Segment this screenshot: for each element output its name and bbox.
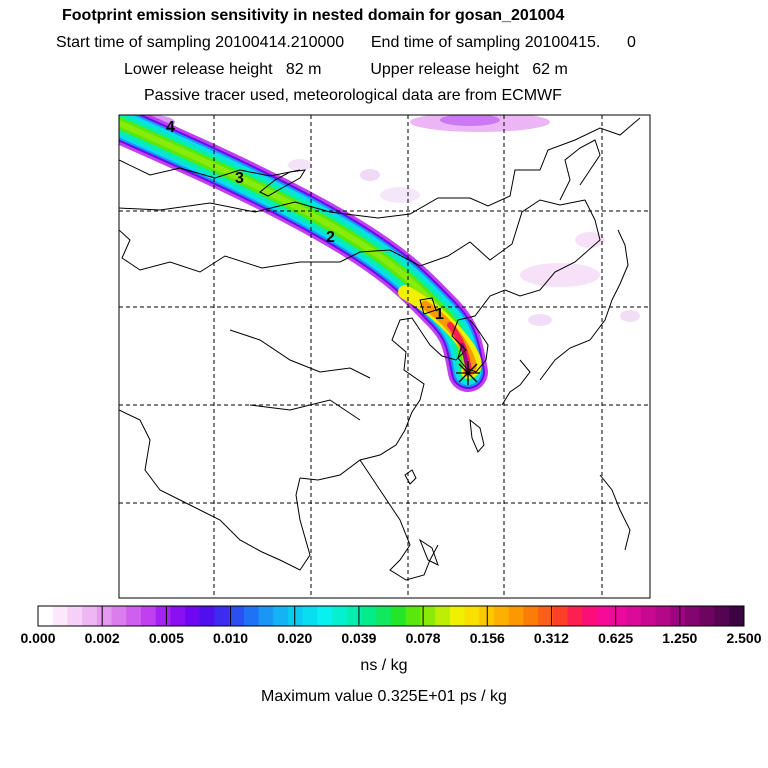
colorbar-tick-label: 0.625	[598, 630, 633, 646]
colorbar-swatch	[699, 606, 716, 626]
plot-title: Footprint emission sensitivity in nested…	[62, 7, 565, 24]
colorbar-swatch	[38, 606, 54, 626]
colorbar-swatch	[361, 606, 377, 626]
day-marker-1: 1	[435, 306, 444, 323]
colorbar-swatch	[346, 606, 363, 626]
coastlines-and-borders	[119, 117, 641, 581]
footprint-plume	[119, 115, 488, 392]
colorbar-swatch	[82, 606, 98, 626]
colorbar-swatch	[170, 606, 186, 626]
colorbar-tick-label: 1.250	[662, 630, 697, 646]
colorbar-swatch	[420, 606, 436, 626]
colorbar-swatch	[626, 606, 642, 626]
colorbar-swatch	[405, 606, 421, 626]
colorbar-swatch	[302, 606, 318, 626]
colorbar-tick-label: 0.078	[406, 630, 441, 646]
colorbar-swatch	[508, 606, 524, 626]
colorbar-swatch	[596, 606, 613, 626]
colorbar-swatch	[552, 606, 568, 626]
map-frame	[118, 114, 651, 599]
colorbar-tick-label: 0.039	[341, 630, 376, 646]
colorbar-tick-label: 0.020	[277, 630, 312, 646]
colorbar-swatch	[714, 606, 730, 626]
colorbar-swatch	[111, 606, 127, 626]
colorbar-swatch	[229, 606, 245, 626]
colorbar-units: ns / kg	[360, 657, 408, 674]
day-marker-3: 3	[235, 170, 244, 187]
colorbar-swatch	[140, 606, 157, 626]
colorbar-swatch	[670, 606, 686, 626]
colorbar-swatch	[317, 606, 333, 626]
colorbar-swatch	[52, 606, 68, 626]
maximum-value-label: Maximum value 0.325E+01 ps / kg	[261, 688, 507, 705]
receptor-star-icon	[456, 361, 480, 385]
release-height-line: Lower release height 82 m Upper release …	[124, 61, 568, 78]
day-marker-4: 4	[166, 119, 175, 136]
colorbar-swatch	[332, 606, 348, 626]
colorbar-swatch	[288, 606, 304, 626]
colorbar-tick-label: 0.010	[213, 630, 248, 646]
day-marker-2: 2	[326, 229, 335, 246]
colorbar-swatch	[185, 606, 201, 626]
colorbar-swatch	[523, 606, 539, 626]
colorbar-swatch	[126, 606, 142, 626]
colorbar-swatch	[258, 606, 274, 626]
colorbar-swatch	[611, 606, 627, 626]
colorbar-tick-label: 0.002	[85, 630, 120, 646]
colorbar-swatch	[729, 606, 745, 626]
colorbar-swatches	[38, 606, 745, 626]
colorbar-swatch	[538, 606, 554, 626]
colorbar-swatch	[449, 606, 466, 626]
colorbar-tick-label: 0.005	[149, 630, 184, 646]
colorbar-swatch	[376, 606, 392, 626]
colorbar-swatch	[214, 606, 230, 626]
colorbar-swatch	[67, 606, 83, 626]
tracer-info-line: Passive tracer used, meteorological data…	[144, 87, 562, 104]
colorbar-tick-label: 0.156	[470, 630, 505, 646]
colorbar-swatch	[493, 606, 510, 626]
colorbar-tick-label: 0.000	[20, 630, 55, 646]
colorbar-swatch	[155, 606, 171, 626]
colorbar-swatch	[273, 606, 289, 626]
colorbar-swatch	[655, 606, 671, 626]
colorbar-swatch	[582, 606, 598, 626]
colorbar-tick-label: 0.312	[534, 630, 569, 646]
colorbar: 0.000 0.002 0.005 0.010 0.020 0.039 0.078 0.156…	[20, 605, 762, 646]
sampling-time-line: Start time of sampling 20100414.210000 E…	[56, 34, 636, 51]
lat-lon-grid	[119, 115, 650, 598]
colorbar-swatch	[567, 606, 583, 626]
colorbar-tick-label: 2.500	[726, 630, 761, 646]
colorbar-swatch	[391, 606, 407, 626]
colorbar-tick-labels: 0.000 0.002 0.005 0.010 0.020 0.039 0.078 0.156…	[20, 606, 762, 646]
colorbar-swatch	[243, 606, 260, 626]
colorbar-swatch	[641, 606, 657, 626]
colorbar-swatch	[96, 606, 113, 626]
colorbar-swatch	[464, 606, 480, 626]
colorbar-swatch	[199, 606, 215, 626]
colorbar-swatch	[435, 606, 451, 626]
colorbar-swatch	[685, 606, 701, 626]
